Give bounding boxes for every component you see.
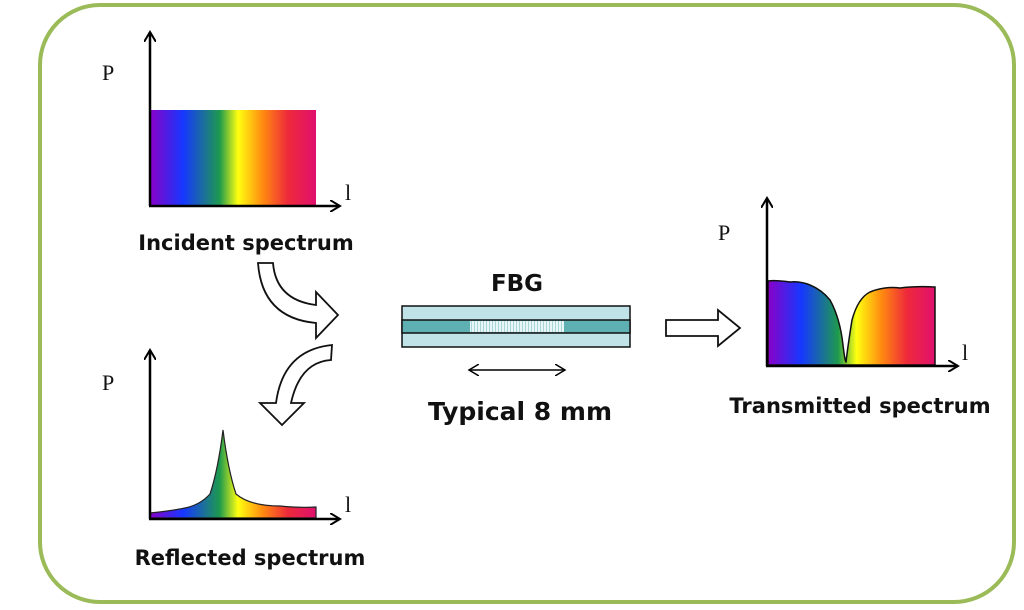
x-axis-label: l xyxy=(345,180,351,205)
y-axis-label: P xyxy=(102,60,114,85)
transmitted-spectrum-plot: P l Transmitted spectrum xyxy=(718,198,991,418)
y-axis-label: P xyxy=(102,370,114,395)
reflected-title: Reflected spectrum xyxy=(135,546,366,570)
grating-region xyxy=(470,321,564,332)
frame xyxy=(38,3,1016,604)
fbg-length-label: Typical 8 mm xyxy=(428,397,612,426)
incident-title: Incident spectrum xyxy=(138,231,353,255)
incident-spectrum-fill xyxy=(150,110,316,205)
x-axis-label: l xyxy=(962,340,968,365)
block-arrow-right-icon xyxy=(665,308,742,348)
x-axis-label: l xyxy=(345,492,351,517)
curved-arrow-down-icon xyxy=(257,343,333,427)
curved-arrow-right-icon xyxy=(257,262,340,341)
reflected-spectrum-fill xyxy=(149,429,317,519)
reflected-spectrum-plot: P l Reflected spectrum xyxy=(102,350,365,570)
incident-spectrum-plot: P l Incident spectrum xyxy=(102,32,354,255)
fbg-title: FBG xyxy=(491,271,543,297)
y-axis-label: P xyxy=(718,220,730,245)
transmitted-spectrum-fill xyxy=(767,279,936,366)
fbg-fiber: FBG Typical 8 mm xyxy=(401,271,631,426)
transmitted-title: Transmitted spectrum xyxy=(729,394,990,418)
